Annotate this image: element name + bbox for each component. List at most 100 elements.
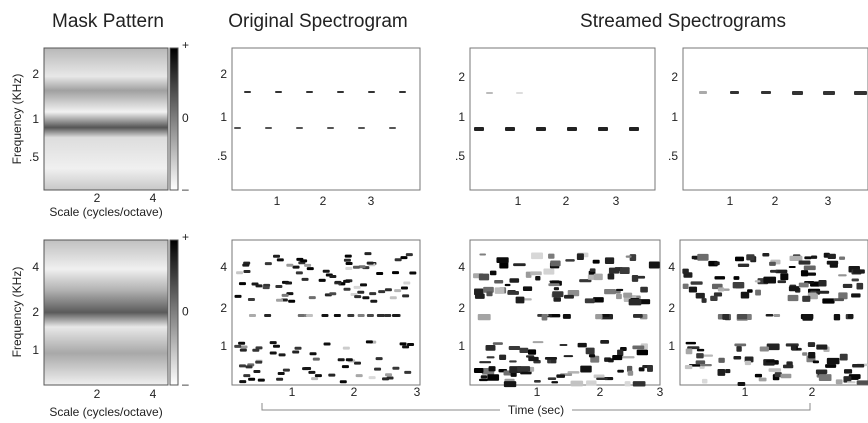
- spectro-blob: [607, 273, 615, 280]
- spectro-blob: [345, 262, 353, 266]
- spectro-blob: [282, 368, 290, 372]
- spectro-blob: [839, 353, 848, 361]
- y-tick-label: 4: [32, 260, 39, 274]
- y-tick-label: .5: [668, 149, 678, 163]
- x-tick-label: 3: [657, 385, 664, 399]
- spectro-blob: [730, 91, 739, 94]
- spectro-blob: [255, 284, 263, 288]
- spectro-blob: [553, 287, 559, 291]
- spectro-blob: [826, 357, 840, 365]
- spectro-blob: [353, 285, 361, 289]
- spectro-blob: [773, 314, 781, 317]
- spectro-blob: [695, 292, 705, 299]
- spectro-blob: [744, 360, 752, 366]
- spectro-blob: [816, 344, 828, 350]
- y-tick-label: 2: [220, 67, 227, 81]
- title: Original Spectrogram: [228, 11, 408, 32]
- spectro-blob: [358, 265, 366, 269]
- spectro-blob: [733, 356, 742, 360]
- spectro-blob: [696, 353, 704, 359]
- spectro-blob: [789, 255, 803, 262]
- x-tick-label: 1: [515, 194, 522, 208]
- spectro-blob: [755, 289, 761, 296]
- spectro-blob: [272, 344, 280, 348]
- spectro-blob: [494, 287, 505, 294]
- spectro-blob: [825, 364, 837, 368]
- spectro-blob: [352, 265, 360, 269]
- spectro-blob: [808, 351, 816, 359]
- spectro-blob: [547, 377, 557, 380]
- spectro-blob: [718, 357, 725, 363]
- spectro-blob: [276, 377, 284, 381]
- spectro-blob: [278, 353, 286, 357]
- colorbar-label: –: [182, 377, 189, 391]
- spectro-blob: [368, 91, 375, 93]
- spectro-blob: [638, 367, 645, 372]
- spectro-blob: [585, 347, 595, 355]
- spectro-blob: [329, 292, 337, 296]
- spectro-blob: [812, 360, 820, 364]
- spectro-blob: [553, 297, 561, 302]
- y-tick-label: 2: [220, 301, 227, 315]
- spectro-blob: [240, 345, 248, 349]
- spectro-blob: [803, 265, 816, 271]
- spectro-blob: [355, 374, 363, 378]
- y-tick-label: 4: [220, 260, 227, 274]
- spectro-blob: [304, 263, 312, 267]
- spectro-blob: [586, 380, 597, 386]
- spectro-blob: [366, 314, 374, 317]
- colorbar-label: +: [182, 38, 189, 52]
- spectrogram-frame: [231, 47, 421, 191]
- spectro-blob: [823, 91, 835, 95]
- spectro-blob: [833, 298, 844, 302]
- spectro-blob: [244, 91, 251, 93]
- spectro-blob: [788, 286, 800, 292]
- spectro-blob: [761, 91, 771, 94]
- y-tick-label: 2: [668, 301, 675, 315]
- spectro-blob: [717, 368, 726, 376]
- x-tick-label: 2: [94, 387, 101, 401]
- spectro-blob: [798, 260, 811, 265]
- spectro-blob: [341, 365, 349, 369]
- spectro-blob: [685, 341, 697, 345]
- spectro-blob: [740, 291, 750, 299]
- spectro-blob: [633, 314, 643, 318]
- spectro-blob: [843, 369, 853, 374]
- spectro-blob: [322, 269, 330, 273]
- spectro-blob: [576, 253, 584, 261]
- spectro-blob: [754, 373, 763, 378]
- spectro-blob: [619, 267, 630, 275]
- spectro-blob: [376, 271, 384, 275]
- spectro-blob: [296, 127, 303, 129]
- y-tick-label: 1: [671, 110, 678, 124]
- spectro-blob: [838, 292, 848, 300]
- spectro-blob: [595, 314, 603, 320]
- spectro-blob: [596, 377, 608, 380]
- spectro-blob: [777, 280, 787, 284]
- spectro-blob: [632, 381, 646, 387]
- spectro-blob: [365, 340, 373, 344]
- spectro-blob: [382, 377, 390, 381]
- spectro-blob: [842, 283, 853, 288]
- spectro-blob: [480, 375, 488, 379]
- spectro-blob: [255, 360, 263, 364]
- spectro-blob: [589, 268, 596, 272]
- spectro-blob: [292, 350, 300, 354]
- spectro-blob: [394, 258, 402, 262]
- y-tick-label: 1: [220, 339, 227, 353]
- spectro-blob: [276, 258, 284, 262]
- spectro-blob: [407, 343, 415, 347]
- spectro-blob: [473, 368, 484, 374]
- x-label: Time (sec): [508, 403, 564, 417]
- spectro-blob: [843, 376, 852, 383]
- title: Streamed Spectrograms: [580, 11, 786, 32]
- x-tick-label: 1: [727, 194, 734, 208]
- spectro-blob: [684, 364, 693, 370]
- spectro-blob: [732, 282, 745, 289]
- spectro-blob: [631, 275, 639, 282]
- spectro-blob: [697, 253, 709, 261]
- colorbar-label: 0: [182, 305, 189, 319]
- spectro-blob: [474, 293, 485, 299]
- spectro-blob: [234, 127, 241, 129]
- spectro-blob: [766, 360, 776, 363]
